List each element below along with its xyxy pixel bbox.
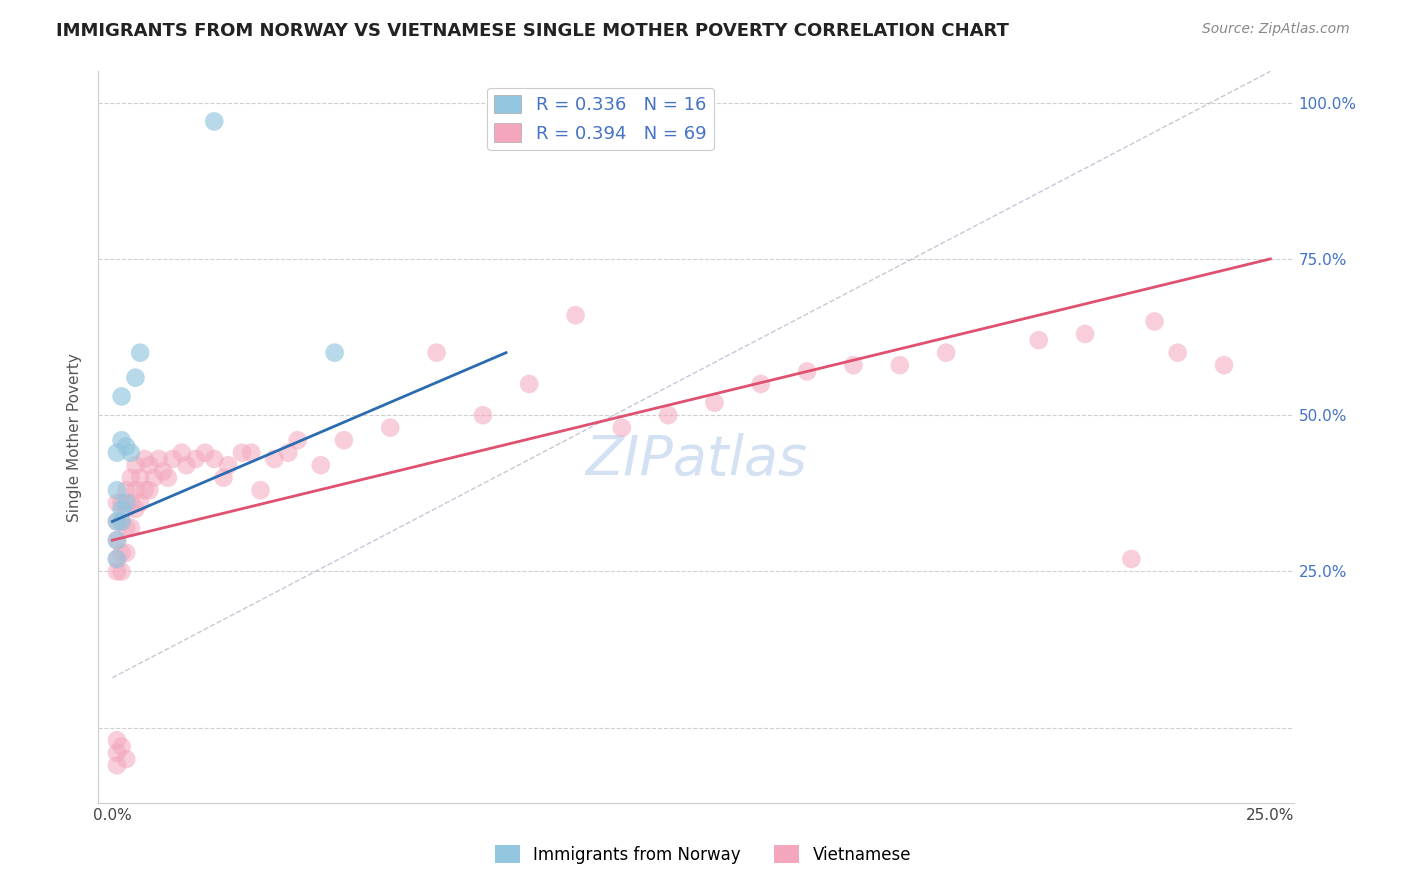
Point [110, 546, 132, 560]
Point [138, 483, 160, 498]
Point [105, 552, 128, 566]
Point [115, 440, 138, 454]
Point [217, 458, 239, 473]
Point [287, 434, 309, 448]
Point [129, 471, 152, 485]
Point [110, 496, 132, 510]
Point [935, 345, 957, 359]
Point [309, 458, 332, 473]
Point [796, 364, 818, 378]
Point [138, 458, 160, 473]
Point [105, 733, 128, 747]
Point [202, 114, 225, 128]
Point [162, 452, 184, 467]
Point [129, 345, 152, 359]
Point [124, 458, 146, 473]
Point [105, 552, 128, 566]
Point [115, 502, 138, 516]
Point [170, 446, 193, 460]
Point [143, 471, 166, 485]
Point [105, 533, 128, 548]
Point [1074, 326, 1097, 341]
Point [110, 739, 132, 754]
Point [231, 446, 253, 460]
Y-axis label: Single Mother Poverty: Single Mother Poverty [67, 352, 83, 522]
Point [105, 758, 128, 772]
Text: ZIPatlas: ZIPatlas [585, 433, 807, 485]
Point [120, 521, 142, 535]
Point [249, 483, 271, 498]
Point [134, 483, 156, 498]
Point [184, 452, 207, 467]
Point [105, 565, 128, 579]
Point [1167, 345, 1189, 359]
Point [176, 458, 198, 473]
Point [194, 446, 217, 460]
Point [517, 376, 540, 391]
Point [120, 446, 142, 460]
Point [124, 502, 146, 516]
Point [105, 515, 128, 529]
Point [110, 515, 132, 529]
Point [657, 408, 679, 422]
Point [240, 446, 263, 460]
Point [426, 345, 449, 359]
Point [333, 434, 356, 448]
Point [110, 389, 132, 403]
Point [1143, 314, 1166, 328]
Point [124, 370, 146, 384]
Text: IMMIGRANTS FROM NORWAY VS VIETNAMESE SINGLE MOTHER POVERTY CORRELATION CHART: IMMIGRANTS FROM NORWAY VS VIETNAMESE SIN… [56, 22, 1010, 40]
Point [703, 395, 725, 409]
Text: Source: ZipAtlas.com: Source: ZipAtlas.com [1202, 22, 1350, 37]
Point [105, 533, 128, 548]
Point [105, 446, 128, 460]
Point [889, 358, 911, 372]
Point [1121, 552, 1143, 566]
Point [115, 521, 138, 535]
Point [124, 483, 146, 498]
Point [105, 746, 128, 760]
Point [115, 546, 138, 560]
Point [105, 496, 128, 510]
Point [115, 496, 138, 510]
Point [564, 308, 586, 322]
Legend: Immigrants from Norway, Vietnamese: Immigrants from Norway, Vietnamese [488, 838, 918, 871]
Point [120, 496, 142, 510]
Point [380, 420, 402, 434]
Point [610, 420, 633, 434]
Legend: R = 0.336   N = 16, R = 0.394   N = 69: R = 0.336 N = 16, R = 0.394 N = 69 [486, 87, 714, 150]
Point [202, 452, 225, 467]
Point [110, 502, 132, 516]
Point [105, 515, 128, 529]
Point [110, 434, 132, 448]
Point [1028, 333, 1050, 347]
Point [277, 446, 299, 460]
Point [115, 752, 138, 766]
Point [471, 408, 494, 422]
Point [129, 496, 152, 510]
Point [152, 465, 174, 479]
Point [212, 471, 235, 485]
Point [110, 565, 132, 579]
Point [1213, 358, 1236, 372]
Point [115, 483, 138, 498]
Point [323, 345, 346, 359]
Point [110, 515, 132, 529]
Point [749, 376, 772, 391]
Point [263, 452, 285, 467]
Point [156, 471, 179, 485]
Point [105, 483, 128, 498]
Point [842, 358, 865, 372]
Point [148, 452, 170, 467]
Point [120, 471, 142, 485]
Point [134, 452, 156, 467]
